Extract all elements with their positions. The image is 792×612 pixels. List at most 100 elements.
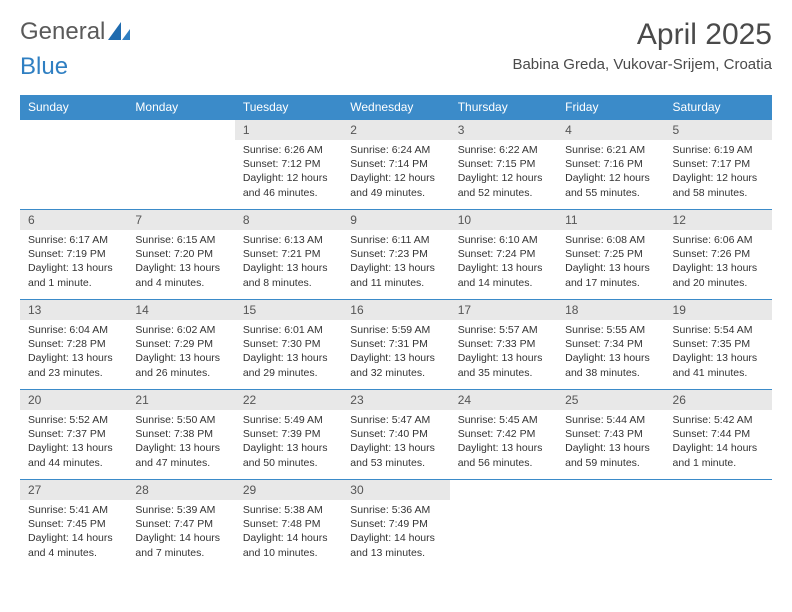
day-body: Sunrise: 5:36 AMSunset: 7:49 PMDaylight:… [342, 500, 449, 566]
calendar-cell: 6Sunrise: 6:17 AMSunset: 7:19 PMDaylight… [20, 210, 127, 300]
calendar-cell: 7Sunrise: 6:15 AMSunset: 7:20 PMDaylight… [127, 210, 234, 300]
day-number: 29 [235, 480, 342, 500]
day-body: Sunrise: 6:13 AMSunset: 7:21 PMDaylight:… [235, 230, 342, 296]
day-number: 1 [235, 120, 342, 140]
calendar-week: 6Sunrise: 6:17 AMSunset: 7:19 PMDaylight… [20, 210, 772, 300]
day-body: Sunrise: 5:41 AMSunset: 7:45 PMDaylight:… [20, 500, 127, 566]
day-body: Sunrise: 6:19 AMSunset: 7:17 PMDaylight:… [665, 140, 772, 206]
day-number: 26 [665, 390, 772, 410]
day-number: 2 [342, 120, 449, 140]
sail-icon [108, 22, 130, 42]
logo: General [20, 18, 130, 46]
day-body: Sunrise: 6:10 AMSunset: 7:24 PMDaylight:… [450, 230, 557, 296]
calendar-cell [127, 120, 234, 210]
day-header: Monday [127, 95, 234, 120]
calendar-cell: 19Sunrise: 5:54 AMSunset: 7:35 PMDayligh… [665, 300, 772, 390]
day-number: 27 [20, 480, 127, 500]
calendar-cell: 29Sunrise: 5:38 AMSunset: 7:48 PMDayligh… [235, 480, 342, 570]
day-header-row: Sunday Monday Tuesday Wednesday Thursday… [20, 95, 772, 120]
day-body: Sunrise: 5:47 AMSunset: 7:40 PMDaylight:… [342, 410, 449, 476]
day-body: Sunrise: 5:38 AMSunset: 7:48 PMDaylight:… [235, 500, 342, 566]
day-number: 7 [127, 210, 234, 230]
calendar-cell: 11Sunrise: 6:08 AMSunset: 7:25 PMDayligh… [557, 210, 664, 300]
calendar-week: 27Sunrise: 5:41 AMSunset: 7:45 PMDayligh… [20, 480, 772, 570]
day-body: Sunrise: 5:42 AMSunset: 7:44 PMDaylight:… [665, 410, 772, 476]
day-body: Sunrise: 6:11 AMSunset: 7:23 PMDaylight:… [342, 230, 449, 296]
day-body: Sunrise: 6:15 AMSunset: 7:20 PMDaylight:… [127, 230, 234, 296]
day-number: 9 [342, 210, 449, 230]
day-number: 12 [665, 210, 772, 230]
day-body: Sunrise: 5:54 AMSunset: 7:35 PMDaylight:… [665, 320, 772, 386]
day-number: 15 [235, 300, 342, 320]
logo-word2: Blue [20, 53, 68, 81]
day-body: Sunrise: 5:55 AMSunset: 7:34 PMDaylight:… [557, 320, 664, 386]
day-header: Thursday [450, 95, 557, 120]
calendar-cell: 15Sunrise: 6:01 AMSunset: 7:30 PMDayligh… [235, 300, 342, 390]
day-number: 11 [557, 210, 664, 230]
day-number: 20 [20, 390, 127, 410]
day-number: 13 [20, 300, 127, 320]
day-body: Sunrise: 5:52 AMSunset: 7:37 PMDaylight:… [20, 410, 127, 476]
day-number: 28 [127, 480, 234, 500]
day-number: 10 [450, 210, 557, 230]
calendar-cell: 4Sunrise: 6:21 AMSunset: 7:16 PMDaylight… [557, 120, 664, 210]
calendar-cell [20, 120, 127, 210]
day-body: Sunrise: 6:02 AMSunset: 7:29 PMDaylight:… [127, 320, 234, 386]
day-number: 16 [342, 300, 449, 320]
day-number: 19 [665, 300, 772, 320]
calendar-cell [557, 480, 664, 570]
day-body: Sunrise: 5:44 AMSunset: 7:43 PMDaylight:… [557, 410, 664, 476]
calendar-cell: 2Sunrise: 6:24 AMSunset: 7:14 PMDaylight… [342, 120, 449, 210]
day-body: Sunrise: 6:26 AMSunset: 7:12 PMDaylight:… [235, 140, 342, 206]
calendar-cell: 13Sunrise: 6:04 AMSunset: 7:28 PMDayligh… [20, 300, 127, 390]
calendar-cell: 22Sunrise: 5:49 AMSunset: 7:39 PMDayligh… [235, 390, 342, 480]
calendar-cell: 9Sunrise: 6:11 AMSunset: 7:23 PMDaylight… [342, 210, 449, 300]
calendar-cell: 10Sunrise: 6:10 AMSunset: 7:24 PMDayligh… [450, 210, 557, 300]
day-body: Sunrise: 6:06 AMSunset: 7:26 PMDaylight:… [665, 230, 772, 296]
day-number: 22 [235, 390, 342, 410]
day-number: 6 [20, 210, 127, 230]
day-body: Sunrise: 5:59 AMSunset: 7:31 PMDaylight:… [342, 320, 449, 386]
calendar-cell: 24Sunrise: 5:45 AMSunset: 7:42 PMDayligh… [450, 390, 557, 480]
calendar-cell: 27Sunrise: 5:41 AMSunset: 7:45 PMDayligh… [20, 480, 127, 570]
calendar-cell: 1Sunrise: 6:26 AMSunset: 7:12 PMDaylight… [235, 120, 342, 210]
calendar-cell: 23Sunrise: 5:47 AMSunset: 7:40 PMDayligh… [342, 390, 449, 480]
day-number: 23 [342, 390, 449, 410]
day-number: 18 [557, 300, 664, 320]
page-title: April 2025 [512, 18, 772, 52]
day-body: Sunrise: 5:50 AMSunset: 7:38 PMDaylight:… [127, 410, 234, 476]
calendar-week: 1Sunrise: 6:26 AMSunset: 7:12 PMDaylight… [20, 120, 772, 210]
day-body: Sunrise: 6:24 AMSunset: 7:14 PMDaylight:… [342, 140, 449, 206]
day-number: 14 [127, 300, 234, 320]
calendar-cell: 30Sunrise: 5:36 AMSunset: 7:49 PMDayligh… [342, 480, 449, 570]
day-number: 17 [450, 300, 557, 320]
calendar-cell [665, 480, 772, 570]
day-body: Sunrise: 6:01 AMSunset: 7:30 PMDaylight:… [235, 320, 342, 386]
day-body: Sunrise: 5:45 AMSunset: 7:42 PMDaylight:… [450, 410, 557, 476]
calendar-table: Sunday Monday Tuesday Wednesday Thursday… [20, 95, 772, 570]
day-body: Sunrise: 6:08 AMSunset: 7:25 PMDaylight:… [557, 230, 664, 296]
day-body: Sunrise: 6:22 AMSunset: 7:15 PMDaylight:… [450, 140, 557, 206]
day-number: 30 [342, 480, 449, 500]
day-number: 21 [127, 390, 234, 410]
calendar-week: 13Sunrise: 6:04 AMSunset: 7:28 PMDayligh… [20, 300, 772, 390]
calendar-body: 1Sunrise: 6:26 AMSunset: 7:12 PMDaylight… [20, 120, 772, 570]
day-number: 5 [665, 120, 772, 140]
day-header: Saturday [665, 95, 772, 120]
day-header: Wednesday [342, 95, 449, 120]
day-number: 3 [450, 120, 557, 140]
calendar-cell: 5Sunrise: 6:19 AMSunset: 7:17 PMDaylight… [665, 120, 772, 210]
calendar-cell: 21Sunrise: 5:50 AMSunset: 7:38 PMDayligh… [127, 390, 234, 480]
day-header: Friday [557, 95, 664, 120]
day-header: Sunday [20, 95, 127, 120]
calendar-cell: 12Sunrise: 6:06 AMSunset: 7:26 PMDayligh… [665, 210, 772, 300]
logo-word1: General [20, 18, 105, 46]
day-header: Tuesday [235, 95, 342, 120]
calendar-cell: 18Sunrise: 5:55 AMSunset: 7:34 PMDayligh… [557, 300, 664, 390]
day-body: Sunrise: 5:49 AMSunset: 7:39 PMDaylight:… [235, 410, 342, 476]
day-number: 4 [557, 120, 664, 140]
day-number: 25 [557, 390, 664, 410]
day-body: Sunrise: 5:57 AMSunset: 7:33 PMDaylight:… [450, 320, 557, 386]
calendar-cell: 16Sunrise: 5:59 AMSunset: 7:31 PMDayligh… [342, 300, 449, 390]
day-body: Sunrise: 5:39 AMSunset: 7:47 PMDaylight:… [127, 500, 234, 566]
